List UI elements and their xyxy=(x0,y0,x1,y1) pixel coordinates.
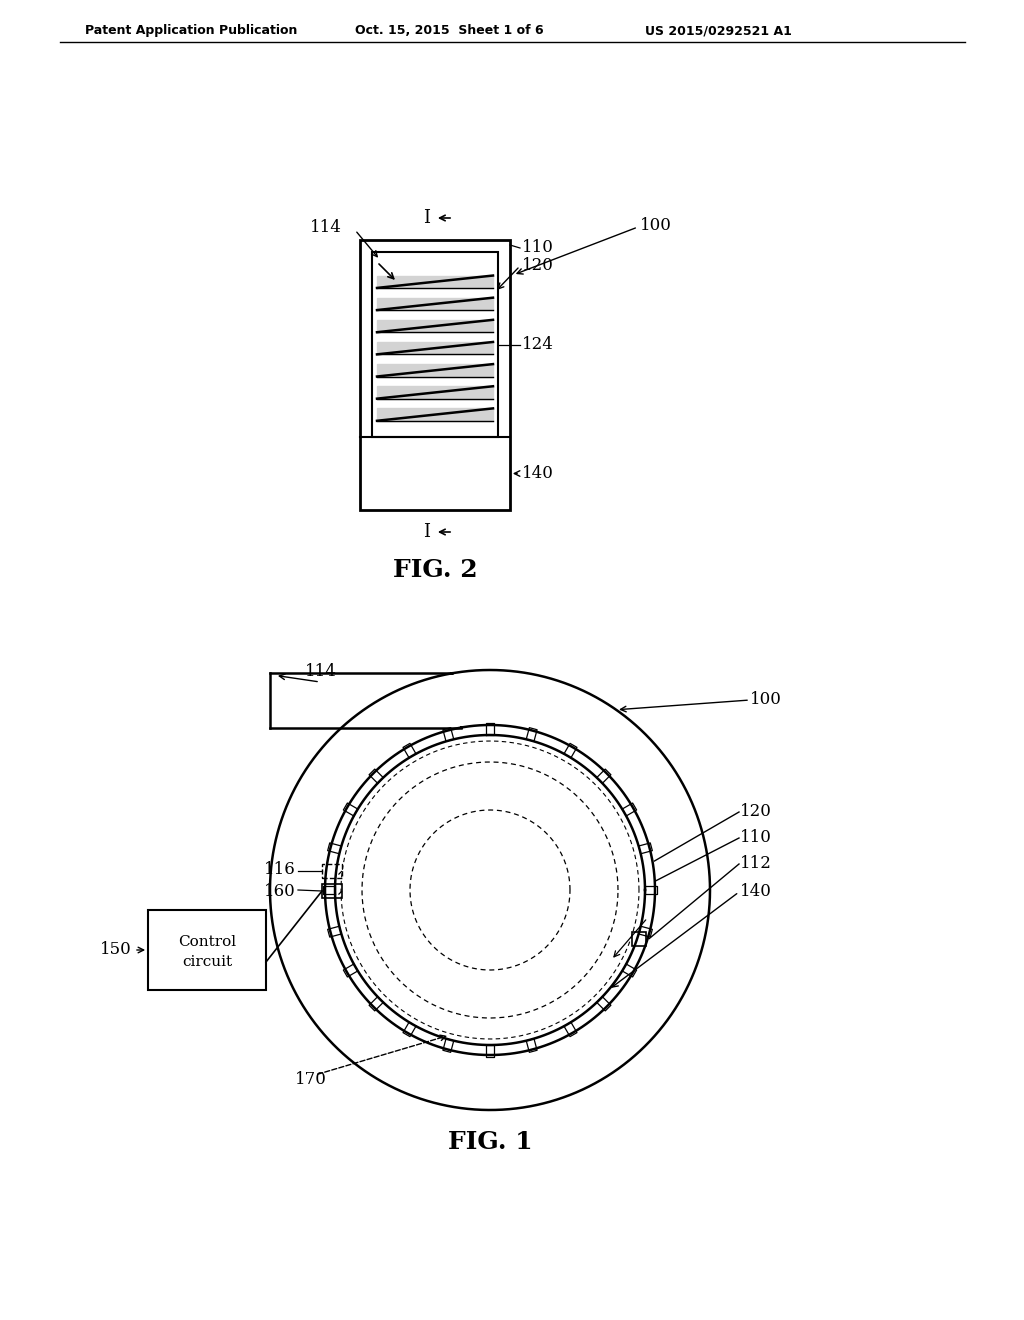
Text: 114: 114 xyxy=(305,663,337,680)
Text: 100: 100 xyxy=(750,692,782,709)
Text: 110: 110 xyxy=(522,239,554,256)
Polygon shape xyxy=(377,364,493,376)
Polygon shape xyxy=(377,408,493,421)
Text: 110: 110 xyxy=(740,829,772,846)
Bar xyxy=(148,909,266,990)
Polygon shape xyxy=(377,298,493,310)
Text: 170: 170 xyxy=(295,1072,327,1089)
Text: 140: 140 xyxy=(740,883,772,900)
Text: 114: 114 xyxy=(310,219,342,236)
Bar xyxy=(322,884,342,898)
Text: 120: 120 xyxy=(522,257,554,275)
Text: FIG. 1: FIG. 1 xyxy=(447,1130,532,1154)
Bar xyxy=(372,252,498,437)
Text: Patent Application Publication: Patent Application Publication xyxy=(85,24,297,37)
Text: Control: Control xyxy=(178,935,237,949)
Text: 160: 160 xyxy=(264,883,296,899)
Text: 100: 100 xyxy=(640,216,672,234)
Text: 112: 112 xyxy=(740,855,772,873)
Text: 150: 150 xyxy=(100,941,132,958)
Text: I: I xyxy=(423,209,430,227)
Bar xyxy=(360,240,510,510)
Text: US 2015/0292521 A1: US 2015/0292521 A1 xyxy=(645,24,792,37)
Bar xyxy=(322,865,342,878)
Polygon shape xyxy=(377,319,493,333)
Text: Oct. 15, 2015  Sheet 1 of 6: Oct. 15, 2015 Sheet 1 of 6 xyxy=(355,24,544,37)
Text: 116: 116 xyxy=(264,862,296,879)
Text: I: I xyxy=(423,523,430,541)
Bar xyxy=(632,932,646,945)
Text: 140: 140 xyxy=(522,465,554,482)
Text: 124: 124 xyxy=(522,337,554,352)
Polygon shape xyxy=(377,276,493,288)
Text: FIG. 2: FIG. 2 xyxy=(392,558,477,582)
Polygon shape xyxy=(377,342,493,354)
Polygon shape xyxy=(377,387,493,399)
Text: 120: 120 xyxy=(740,804,772,821)
Text: circuit: circuit xyxy=(182,954,232,969)
